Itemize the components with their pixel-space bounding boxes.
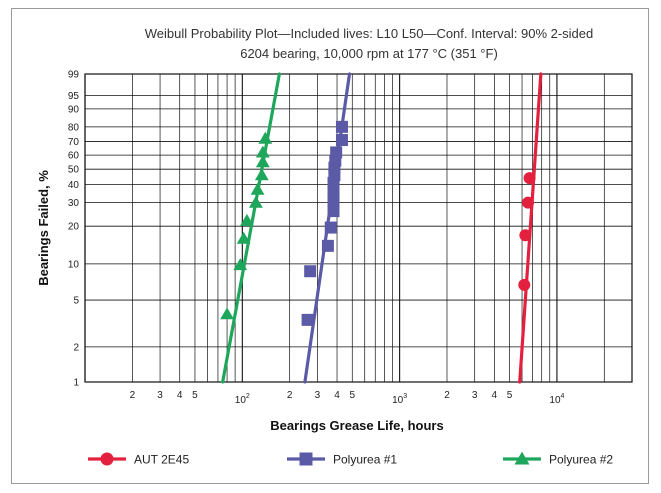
y-tick-label: 50 (68, 165, 80, 176)
legend: AUT 2E45 Polyurea #1 Polyurea #2 (88, 451, 613, 467)
y-tick-label: 1 (73, 378, 79, 389)
data-point-polyurea-2 (254, 168, 269, 181)
data-point-polyurea-2 (240, 213, 254, 226)
y-tick-label: 80 (68, 122, 80, 133)
fit-line-aut-2e45 (518, 72, 543, 384)
data-point-aut-2e45 (523, 172, 536, 185)
data-point-polyurea-2 (255, 155, 270, 168)
x-axis-label: Bearings Grease Life, hours (270, 418, 443, 433)
data-markers (220, 120, 536, 326)
y-tick-label: 40 (68, 180, 80, 191)
legend-marker-aut-2e45 (100, 452, 114, 466)
x-tick-label: 5 (192, 390, 198, 401)
data-point-polyurea-2 (248, 195, 263, 208)
data-point-polyurea-2 (250, 182, 265, 195)
x-tick-label: 4 (177, 390, 183, 401)
y-tick-label: 70 (68, 137, 80, 148)
y-tick-label: 20 (68, 222, 80, 233)
y-tick-label: 30 (68, 198, 80, 209)
x-tick-label-major: 102 (235, 393, 250, 406)
x-tick-label: 5 (507, 390, 513, 401)
fit-lines (221, 72, 543, 384)
x-tick-label: 3 (157, 390, 163, 401)
data-point-polyurea-1 (324, 221, 337, 234)
y-tick-label: 90 (68, 104, 80, 115)
data-point-polyurea-2 (233, 258, 248, 271)
legend-marker-polyurea-2 (514, 451, 530, 465)
data-point-polyurea-1 (330, 146, 343, 159)
x-tick-label-major: 103 (392, 393, 407, 406)
data-point-polyurea-2 (220, 307, 234, 320)
y-tick-label: 99 (68, 70, 80, 81)
fit-line-polyurea-2 (221, 72, 281, 384)
x-tick-label: 3 (472, 390, 478, 401)
x-tick-label: 2 (287, 390, 293, 401)
data-point-polyurea-1 (335, 134, 348, 147)
data-point-polyurea-1 (304, 265, 317, 278)
x-tick-label: 5 (349, 390, 355, 401)
plot-grid (84, 73, 633, 383)
data-point-polyurea-1 (335, 120, 348, 133)
y-tick-label: 95 (68, 91, 80, 102)
data-point-aut-2e45 (519, 229, 532, 242)
data-point-polyurea-1 (327, 205, 340, 218)
data-point-polyurea-2 (255, 145, 270, 158)
chart-subtitle: 6204 bearing, 10,000 rpm at 177 °C (351 … (240, 46, 498, 61)
x-tick-label: 4 (492, 390, 498, 401)
y-tick-label: 60 (68, 151, 80, 162)
y-tick-label: 5 (73, 296, 79, 307)
data-point-polyurea-2 (236, 231, 251, 244)
data-point-polyurea-1 (321, 239, 334, 252)
x-tick-label-major: 104 (549, 393, 564, 406)
legend-marker-polyurea-1 (299, 452, 313, 466)
legend-label-polyurea-2: Polyurea #2 (549, 453, 613, 467)
data-point-polyurea-1 (301, 313, 314, 326)
plot-axes (84, 73, 633, 383)
y-tick-label: 2 (73, 342, 79, 353)
chart-title: Weibull Probability Plot—Included lives:… (145, 26, 594, 41)
legend-label-polyurea-1: Polyurea #1 (333, 453, 397, 467)
data-point-polyurea-2 (258, 131, 273, 144)
x-tick-label: 3 (315, 390, 321, 401)
y-axis-label: Bearings Failed, % (36, 170, 51, 286)
legend-label-aut-2e45: AUT 2E45 (134, 453, 189, 467)
data-point-polyurea-1 (327, 194, 340, 207)
x-tick-label: 4 (334, 390, 340, 401)
data-point-aut-2e45 (522, 196, 535, 209)
x-tick-label: 2 (130, 390, 136, 401)
x-tick-label: 2 (444, 390, 450, 401)
data-point-aut-2e45 (518, 278, 531, 291)
y-tick-label: 10 (68, 259, 80, 270)
plot-border (84, 73, 633, 383)
